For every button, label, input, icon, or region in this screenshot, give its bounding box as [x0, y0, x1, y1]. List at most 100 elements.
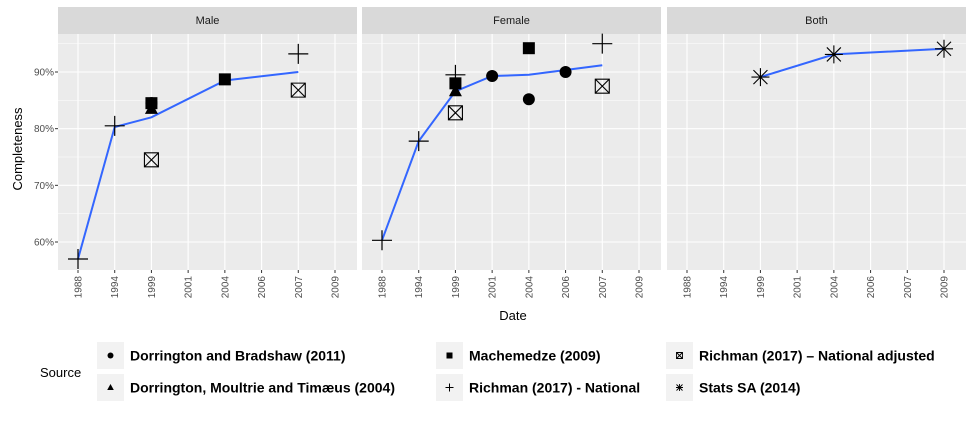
data-point [824, 45, 843, 64]
smooth-line [381, 64, 603, 241]
x-tick-label: 2009 [331, 276, 342, 299]
data-point [218, 73, 231, 86]
legend-circle-icon [107, 352, 114, 359]
x-tick-label: 2001 [793, 276, 804, 299]
point-plus [592, 33, 613, 54]
data-point [372, 230, 392, 251]
legend-boxcross-icon [676, 352, 683, 359]
y-axis-title: Completeness [10, 107, 25, 191]
y-tick-label: 90% [34, 68, 54, 79]
x-tick-label: 2004 [220, 276, 231, 299]
point-triangle [448, 84, 462, 97]
facet-panel-female: Female 1988 1994 1999 2001 2004 2006 2007 2009 [362, 7, 661, 298]
x-tick-label: 2009 [635, 276, 646, 299]
x-tick-label: 1988 [74, 276, 85, 299]
data-point [486, 69, 499, 82]
facet-strip-label: Male [196, 15, 220, 27]
data-point [408, 131, 429, 152]
point-boxcross [447, 105, 463, 121]
data-point [68, 249, 88, 269]
legend-item-dorrington_moultrie: Dorrington, Moultrie and Timæus (2004) [97, 374, 395, 401]
point-asterisk [824, 45, 843, 64]
x-tick-label: 2007 [598, 276, 609, 299]
x-tick-label: 1999 [147, 276, 158, 299]
x-tick-label: 2007 [294, 276, 305, 299]
x-tick-label: 2007 [903, 276, 914, 299]
point-circle [486, 69, 499, 82]
facet-panel-male: Male 1988 1994 1999 2001 2004 2006 2007 2009 [58, 7, 357, 298]
point-triangle [144, 101, 158, 114]
point-plus [408, 131, 429, 152]
legend-asterisk-icon [676, 384, 683, 391]
data-point [751, 68, 770, 87]
legend-title: Source [40, 365, 81, 380]
y-tick-label: 60% [34, 238, 54, 249]
point-asterisk [751, 68, 770, 87]
x-tick-label: 2006 [866, 276, 877, 299]
data-point [594, 78, 610, 94]
x-tick-label: 2001 [488, 276, 499, 299]
legend-label: Dorrington and Bradshaw (2011) [130, 348, 345, 364]
legend-item-stats_sa: Stats SA (2014) [666, 374, 800, 401]
point-boxcross [290, 82, 306, 98]
data-point [290, 82, 306, 98]
point-circle [522, 93, 535, 106]
x-tick-label: 1994 [110, 276, 121, 299]
data-point [592, 33, 613, 54]
point-square [522, 42, 535, 55]
point-plus [372, 230, 392, 251]
point-circle [559, 66, 572, 78]
x-axis-title: Date [499, 308, 526, 323]
legend-item-richman_adjusted: Richman (2017) – National adjusted [666, 342, 935, 369]
legend-label: Machemedze (2009) [469, 348, 601, 364]
legend-label: Stats SA (2014) [699, 380, 800, 396]
x-tick-label: 1994 [719, 276, 730, 299]
panel-background [667, 34, 966, 270]
facet-panel-both: Both 1988 1994 1999 2001 2004 2006 2007 2009 [667, 7, 966, 298]
y-tick-label: 70% [34, 181, 54, 192]
legend-item-richman_national: Richman (2017) - National [436, 374, 640, 401]
data-point [449, 77, 462, 90]
legend-label: Richman (2017) – National adjusted [699, 348, 935, 364]
facet-strip [362, 7, 661, 34]
x-tick-label: 1999 [451, 276, 462, 299]
point-square [218, 73, 231, 86]
panel-background [362, 34, 661, 270]
smooth-line [77, 71, 299, 260]
x-tick-label: 2001 [184, 276, 195, 299]
x-tick-label: 2006 [561, 276, 572, 299]
data-point [447, 105, 463, 121]
data-point [935, 39, 953, 58]
x-tick-label: 2006 [257, 276, 268, 299]
x-tick-label: 1994 [414, 276, 425, 299]
facet-strip-label: Both [805, 15, 828, 27]
data-point [143, 152, 159, 168]
legend-plus-icon [445, 383, 454, 392]
data-point [522, 42, 535, 55]
x-tick-label: 2004 [829, 276, 840, 299]
legend-square-icon [446, 352, 453, 359]
facet-strip [667, 7, 966, 34]
x-tick-label: 1988 [683, 276, 694, 299]
data-point [522, 93, 535, 106]
point-plus [288, 43, 309, 64]
facet-strip [58, 7, 357, 34]
legend-label: Dorrington, Moultrie and Timæus (2004) [130, 380, 395, 396]
data-point [559, 66, 572, 78]
x-tick-label: 1999 [756, 276, 767, 299]
facet-panels: 60% 70% 80% 90% Male 1988 1994 1999 2001 2004 2006… [34, 7, 966, 298]
y-tick-label: 80% [34, 124, 54, 135]
legend: Source Dorrington and Bradshaw (2011) Dor… [40, 342, 935, 401]
point-boxcross [594, 78, 610, 94]
data-point [448, 84, 462, 97]
data-point [144, 101, 158, 114]
data-point [288, 43, 309, 64]
point-plus [104, 115, 125, 136]
x-tick-label: 2004 [524, 276, 535, 299]
facet-strip-label: Female [493, 15, 530, 27]
x-tick-label: 1988 [378, 276, 389, 299]
panel-background [58, 34, 357, 270]
point-plus [68, 249, 88, 269]
legend-label: Richman (2017) - National [469, 380, 640, 396]
